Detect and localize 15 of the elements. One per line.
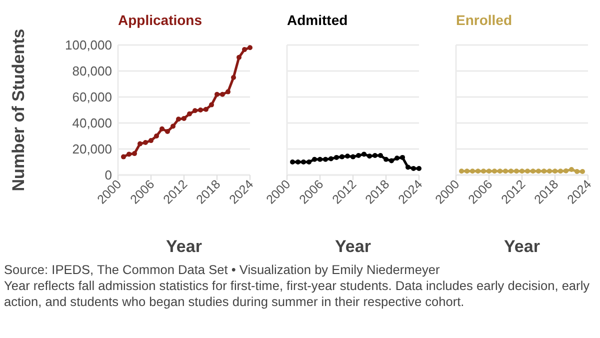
- y-tick-label: 60,000: [72, 90, 112, 105]
- y-tick-label: 0: [104, 168, 112, 183]
- text: Year reflects fall admission statistics for first-time, first-year students. Data includes early decision, early action, and students who began studies during summer in their respective cohort.: [4, 278, 591, 310]
- y-tick-label: 40,000: [72, 116, 112, 131]
- y-tick-label: 20,000: [72, 142, 112, 157]
- y-tick-label: 80,000: [72, 64, 112, 79]
- chart-title: Enrolled: [456, 12, 512, 28]
- chart-title: Applications: [118, 12, 202, 28]
- y-axis-title: Number of Students: [9, 28, 28, 192]
- x-axis-title: Year: [504, 237, 540, 256]
- y-tick-label: 100,000: [65, 38, 112, 53]
- x-axis-title: Year: [166, 237, 202, 256]
- chart-title: Admitted: [287, 12, 348, 28]
- source-note: Source: IPEDS, The Common Data Set • Visualization by Emily Niedermeyer: [4, 262, 441, 278]
- x-axis-title: Year: [335, 237, 372, 256]
